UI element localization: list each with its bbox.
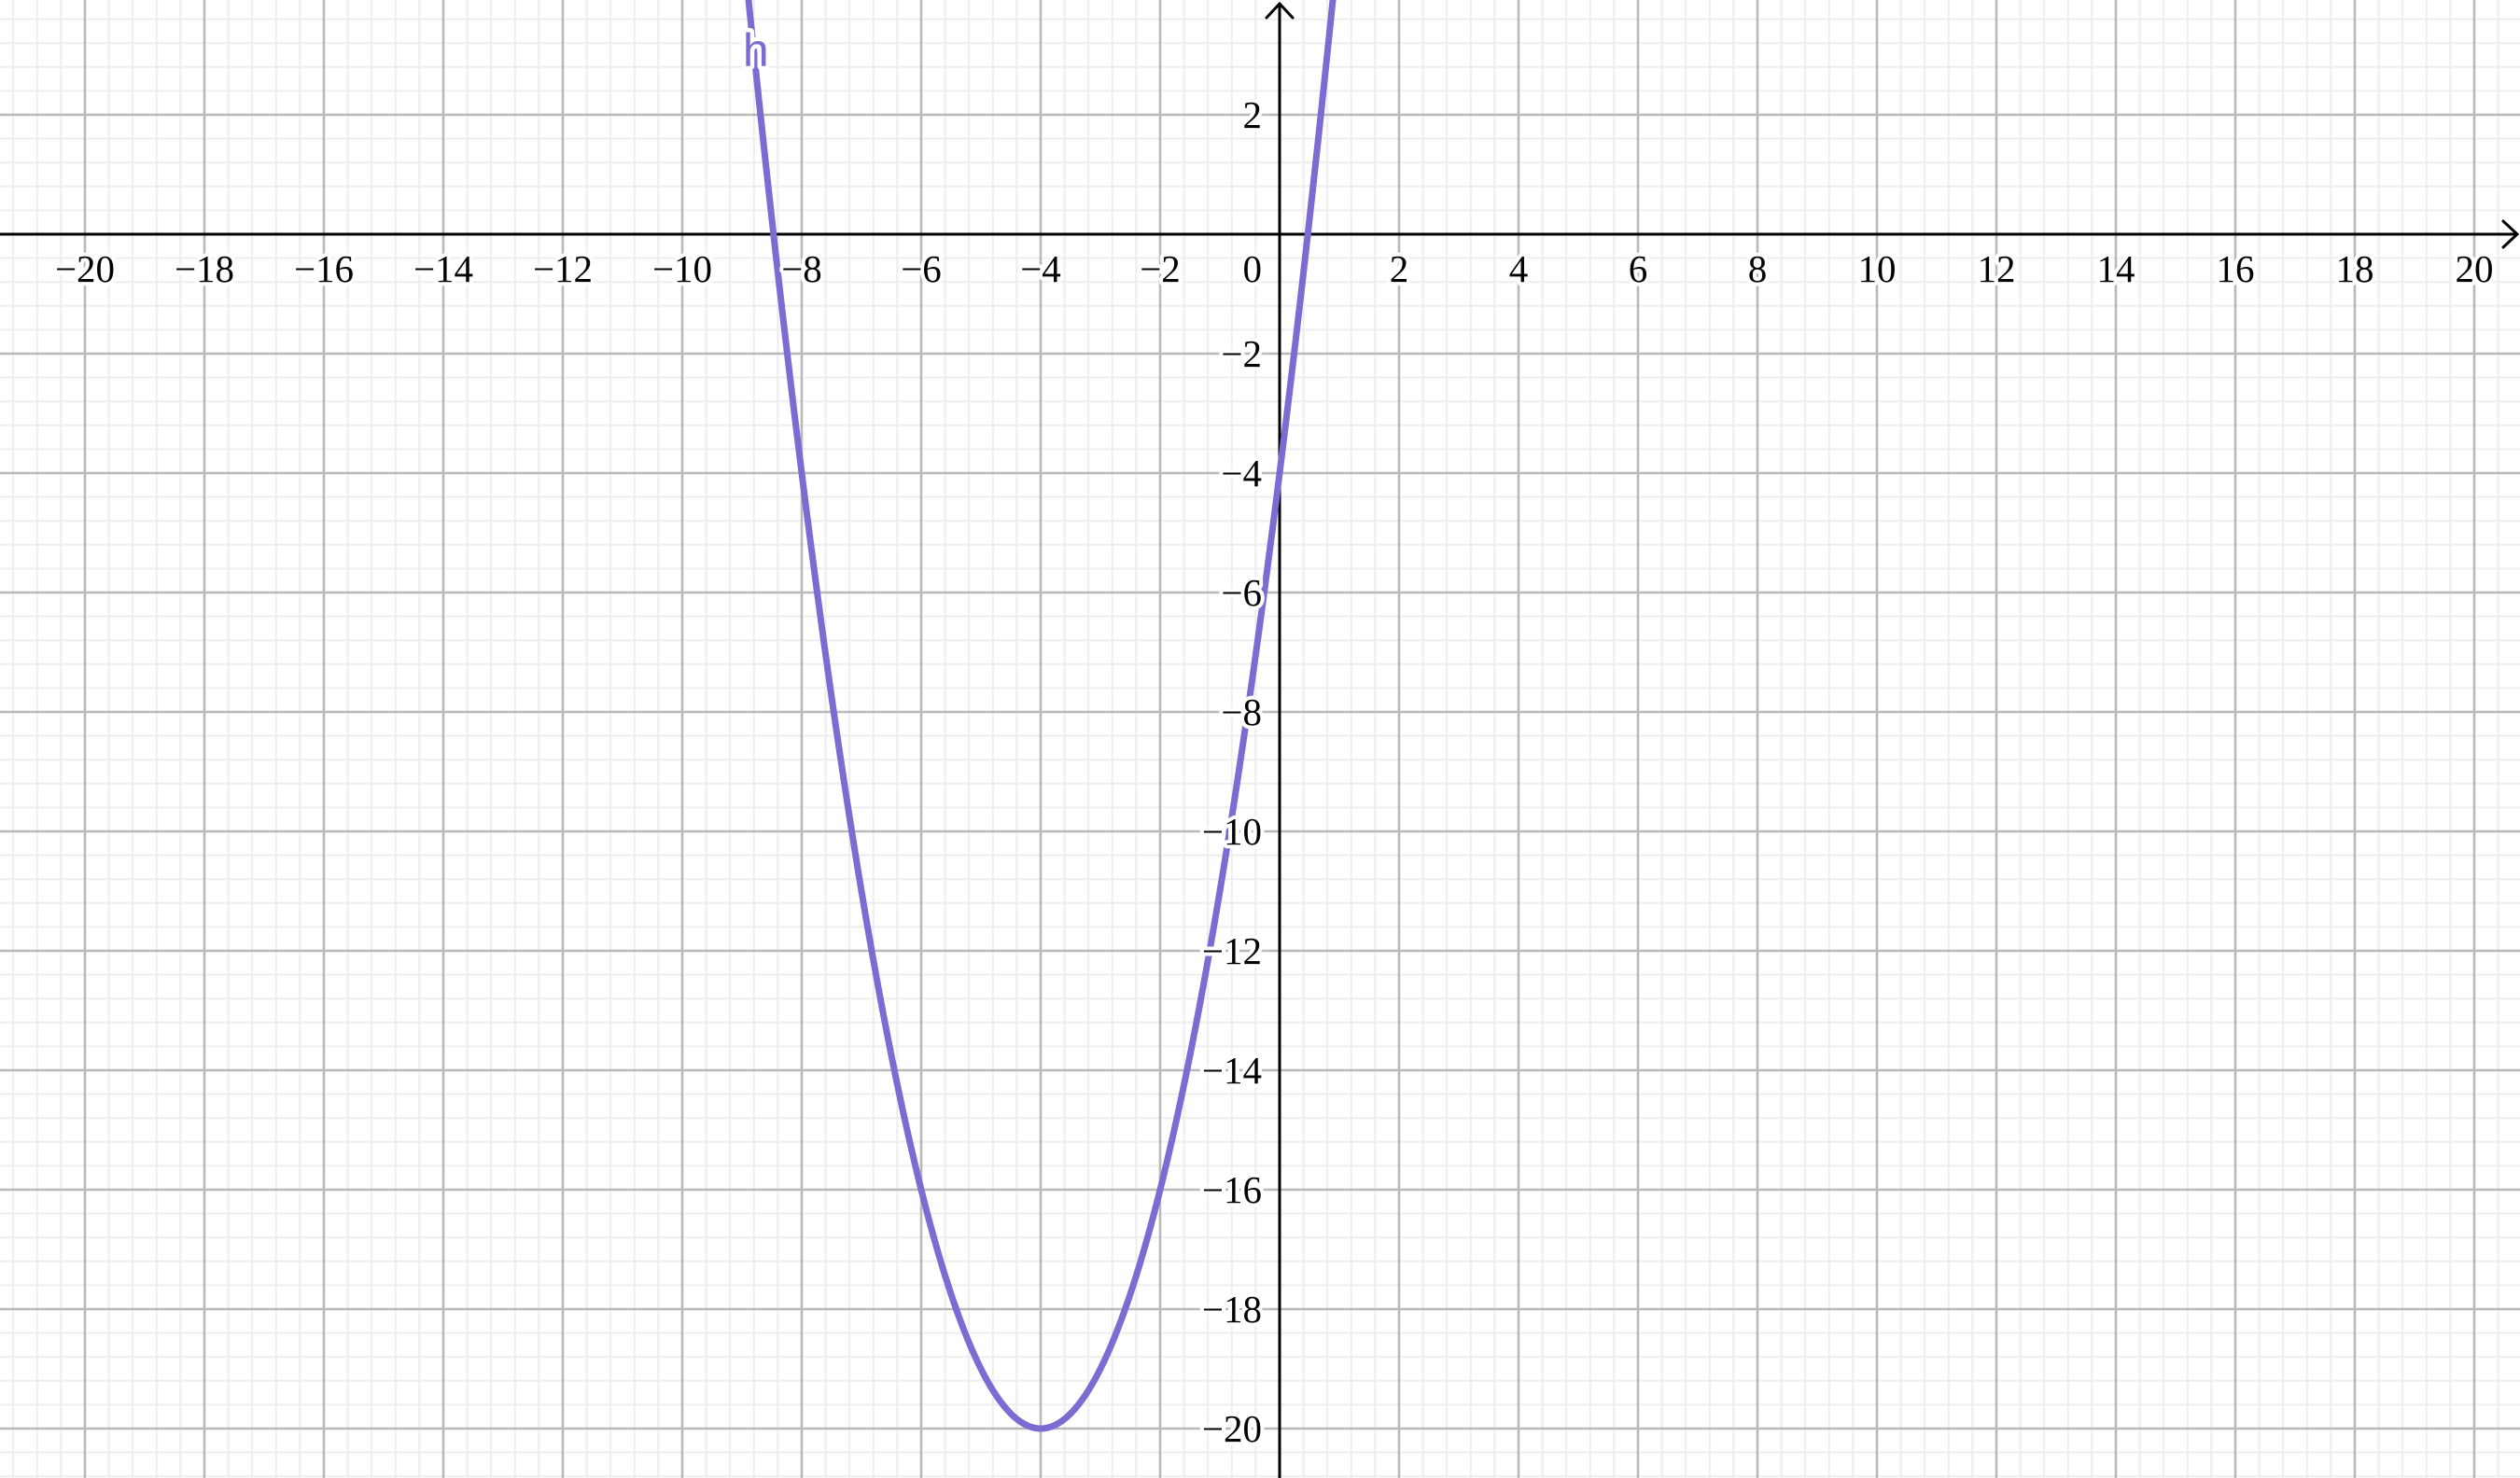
x-axis-arrow-icon — [2501, 219, 2520, 249]
x-tick-label: 2 — [1390, 247, 1409, 290]
y-tick-label: −10 — [1202, 810, 1262, 853]
x-tick-label: −12 — [533, 247, 593, 290]
x-tick-label: 12 — [1978, 247, 2016, 290]
origin-label: 0 — [1243, 247, 1263, 290]
y-tick-label: −16 — [1202, 1168, 1262, 1211]
y-tick-label: −18 — [1202, 1288, 1262, 1331]
x-tick-label: 16 — [2217, 247, 2255, 290]
function-curve-h[interactable] — [724, 0, 1357, 1432]
x-tick-label: 18 — [2336, 247, 2374, 290]
x-tick-label: −10 — [652, 247, 712, 290]
x-tick-label: 6 — [1629, 247, 1648, 290]
x-tick-label: 20 — [2456, 247, 2494, 290]
x-tick-label: −14 — [413, 247, 473, 290]
y-tick-label: −8 — [1221, 690, 1262, 733]
function-label-h[interactable]: h — [738, 21, 773, 81]
y-tick-label: −4 — [1221, 452, 1262, 495]
y-tick-label: 2 — [1243, 93, 1263, 136]
y-tick-label: −20 — [1202, 1407, 1262, 1450]
y-tick-label: −14 — [1202, 1049, 1262, 1092]
x-tick-label: 8 — [1748, 247, 1768, 290]
x-tick-label: −2 — [1140, 247, 1181, 290]
x-tick-label: −6 — [901, 247, 942, 290]
x-axis-labels: −20 −18 −16 −14 −12 −10 −8 −6 −4 −2 0 2 4 6 8 10 12 14 16 1… — [51, 244, 2498, 294]
x-tick-label: 14 — [2097, 247, 2135, 290]
x-tick-label: −20 — [55, 247, 115, 290]
y-axis-labels: 2 −2 −4 −6 −8 −10 −12 −14 −16 −18 −20 — [1198, 90, 1266, 1454]
y-tick-label: −6 — [1221, 571, 1262, 614]
y-tick-label: −2 — [1221, 332, 1262, 375]
y-axis-arrow-icon — [1265, 1, 1295, 20]
x-tick-label: 4 — [1509, 247, 1529, 290]
x-tick-label: −4 — [1020, 247, 1061, 290]
x-tick-label: −18 — [175, 247, 234, 290]
y-tick-label: −12 — [1202, 929, 1262, 972]
x-tick-label: −16 — [294, 247, 354, 290]
x-tick-label: 10 — [1858, 247, 1897, 290]
x-tick-label: −8 — [781, 247, 822, 290]
